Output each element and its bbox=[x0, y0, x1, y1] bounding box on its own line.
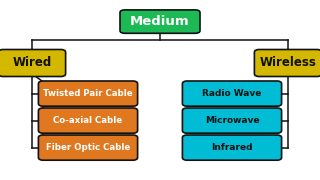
Text: Co-axial Cable: Co-axial Cable bbox=[53, 116, 123, 125]
Text: Wired: Wired bbox=[12, 57, 52, 69]
Text: Wireless: Wireless bbox=[260, 57, 316, 69]
FancyBboxPatch shape bbox=[182, 135, 282, 160]
FancyBboxPatch shape bbox=[182, 108, 282, 133]
Text: Radio Wave: Radio Wave bbox=[202, 89, 262, 98]
FancyBboxPatch shape bbox=[38, 81, 138, 106]
FancyBboxPatch shape bbox=[120, 10, 200, 33]
FancyBboxPatch shape bbox=[38, 108, 138, 133]
FancyBboxPatch shape bbox=[38, 135, 138, 160]
Text: Twisted Pair Cable: Twisted Pair Cable bbox=[43, 89, 133, 98]
FancyBboxPatch shape bbox=[182, 81, 282, 106]
Text: Infrared: Infrared bbox=[211, 143, 253, 152]
FancyBboxPatch shape bbox=[0, 50, 66, 76]
Text: Medium: Medium bbox=[130, 15, 190, 28]
Text: Fiber Optic Cable: Fiber Optic Cable bbox=[46, 143, 130, 152]
Text: Microwave: Microwave bbox=[205, 116, 259, 125]
FancyBboxPatch shape bbox=[254, 50, 320, 76]
